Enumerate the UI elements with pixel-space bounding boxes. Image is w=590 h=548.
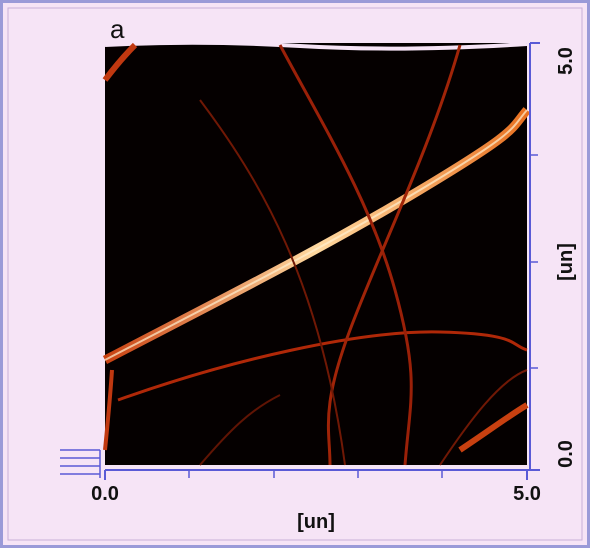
x-tick-label: 0.0	[91, 483, 119, 505]
panel-label: a	[110, 14, 125, 44]
y-tick-label: 0.0	[555, 440, 577, 468]
afm-image	[105, 43, 527, 465]
y-tick-label: 5.0	[555, 47, 577, 75]
y-axis-label: [un]	[555, 243, 577, 281]
x-tick-label: 5.0	[513, 483, 541, 505]
figure: a [un] [un] 0.0 5.0 0.0 5.0	[0, 0, 590, 548]
x-axis-label: [un]	[297, 511, 335, 533]
